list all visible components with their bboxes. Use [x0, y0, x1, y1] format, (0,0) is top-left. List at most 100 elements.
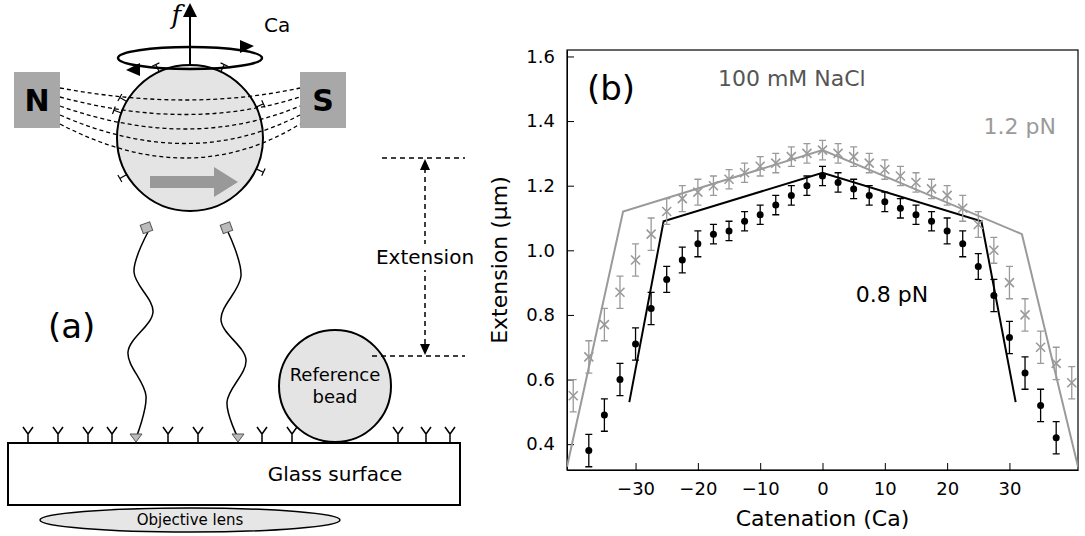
data-point — [787, 152, 796, 161]
data-point — [849, 152, 858, 161]
x-tick-mark — [636, 463, 637, 470]
data-point — [632, 341, 639, 348]
field-line — [60, 106, 300, 129]
glass-surface — [8, 443, 460, 505]
error-bar — [726, 170, 733, 189]
error-bar — [897, 166, 904, 185]
data-point — [771, 159, 780, 168]
y-tick: 0.6 — [526, 369, 574, 390]
data-point — [897, 205, 904, 212]
y-tick-label: 1.6 — [526, 46, 555, 67]
error-bar — [1006, 266, 1013, 298]
data-point — [989, 246, 998, 255]
data-point — [709, 181, 718, 190]
data-point — [975, 263, 982, 270]
error-bar — [928, 179, 935, 198]
error-bar — [694, 231, 701, 257]
y-tick: 0.4 — [526, 433, 574, 454]
y-tick-label: 0.4 — [526, 433, 555, 454]
error-bar — [803, 144, 810, 163]
data-point — [569, 391, 578, 400]
error-bar — [648, 218, 655, 250]
x-tick-mark — [823, 463, 824, 470]
series-label: 0.8 pN — [856, 282, 928, 307]
extension-arrowhead — [420, 344, 430, 355]
y-tick: 0.8 — [526, 304, 574, 325]
extension-label: Extension — [376, 245, 474, 269]
field-line — [60, 115, 300, 144]
data-point — [710, 231, 717, 238]
x-tick: −20 — [679, 463, 717, 499]
data-point — [788, 192, 795, 199]
error-bar — [990, 237, 997, 263]
antibody — [421, 427, 431, 443]
field-line — [60, 97, 300, 115]
data-point — [912, 211, 919, 218]
error-bar — [835, 173, 842, 192]
data-point — [772, 202, 779, 209]
data-point — [1022, 370, 1029, 377]
error-bar — [1022, 357, 1029, 389]
force-label: f — [169, 0, 185, 30]
reference-bead-label-line: Reference — [290, 364, 381, 385]
error-bar — [1037, 331, 1044, 363]
objective-lens — [40, 508, 340, 532]
data-point — [896, 172, 905, 181]
error-bar — [1068, 367, 1075, 399]
x-tick-mark — [1009, 463, 1010, 470]
error-bar — [585, 434, 592, 466]
data-point — [911, 178, 920, 187]
magnetic-bead — [117, 65, 263, 211]
data-point — [1036, 343, 1045, 352]
antibody — [445, 427, 455, 443]
magnet-south-label: S — [312, 83, 334, 118]
antibody — [393, 427, 403, 443]
data-point — [1037, 402, 1044, 409]
dna-tether — [128, 232, 153, 438]
plot-area — [567, 140, 1078, 466]
data-point — [834, 149, 843, 158]
data-point — [585, 447, 592, 454]
data-point — [881, 198, 888, 205]
magnetization-arrow — [150, 167, 238, 197]
rotation-arrowhead — [126, 63, 140, 76]
tether-anchor — [130, 434, 142, 442]
data-point — [927, 184, 936, 193]
data-point — [756, 162, 765, 171]
error-bar — [585, 341, 592, 373]
series-points — [569, 140, 1077, 411]
x-axis-title: Catenation (Ca) — [736, 506, 910, 531]
data-point — [648, 305, 655, 312]
y-tick-label: 0.8 — [526, 304, 555, 325]
antibody — [53, 427, 63, 443]
data-point — [1021, 310, 1030, 319]
y-tick-mark — [567, 250, 574, 251]
data-point — [880, 165, 889, 174]
data-point — [974, 220, 983, 229]
error-bar — [959, 231, 966, 257]
error-bar — [710, 176, 717, 195]
magnet-north-label: N — [24, 83, 49, 118]
y-tick: 1.4 — [526, 110, 574, 131]
error-bar — [663, 199, 670, 225]
data-point — [835, 179, 842, 186]
error-bar — [726, 221, 733, 240]
y-tick-label: 1.4 — [526, 110, 555, 131]
series-points — [585, 166, 1059, 466]
antibody — [163, 427, 173, 443]
error-bar — [944, 186, 951, 205]
bead-linker — [113, 107, 122, 115]
data-point — [679, 257, 686, 264]
x-tick: −10 — [742, 463, 780, 499]
error-bar — [648, 292, 655, 324]
extension-top — [382, 157, 465, 159]
data-point — [819, 173, 826, 180]
antibody — [23, 427, 33, 443]
error-bar — [757, 157, 764, 176]
model-line — [567, 150, 1078, 467]
x-axis: −30−20−100102030 — [568, 463, 1079, 499]
data-point — [726, 227, 733, 234]
antibody — [83, 427, 93, 443]
data-point — [818, 146, 827, 155]
bead-linker — [256, 169, 265, 176]
